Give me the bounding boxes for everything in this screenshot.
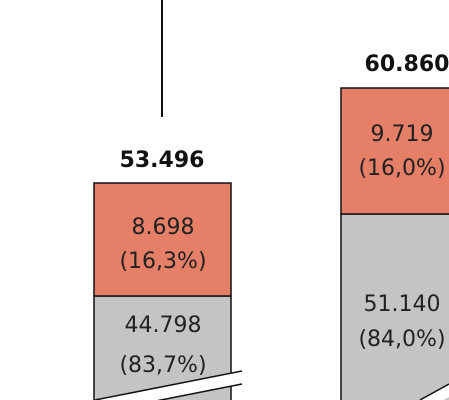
bar-2: 60.860 9.719 (16,0%) 51.140 (84,0%) (340, 52, 449, 400)
bar-2-bottom-share-label: (84,0%) (358, 327, 445, 352)
bar-1-bottom-value-label: 44.798 (125, 313, 202, 338)
bar-2-bottom-value-label: 51.140 (364, 292, 441, 317)
bar-2-top-value-label: 9.719 (371, 122, 434, 147)
bar-1: 53.496 8.698 (16,3%) 44.798 (83,7%) (93, 148, 232, 400)
axis-break-marks (94, 370, 449, 400)
bar-1-bottom-share-label: (83,7%) (119, 353, 206, 378)
bar-2-top-share-label: (16,0%) (358, 156, 445, 181)
bar-1-top-value-label: 8.698 (132, 215, 195, 240)
bar-1-total-label: 53.496 (120, 148, 205, 173)
bar-2-total-label: 60.860 (365, 52, 449, 77)
bar-2-bottom-segment (340, 213, 449, 400)
bar-2-top-segment (340, 87, 449, 215)
bar-1-axis-break-line-upper (94, 370, 243, 400)
bar-1-top-segment (93, 182, 232, 297)
bar-1-top-share-label: (16,3%) (119, 249, 206, 274)
bar-2-axis-break-line (419, 383, 449, 400)
bar-1-axis-break-line-lower (156, 383, 243, 400)
